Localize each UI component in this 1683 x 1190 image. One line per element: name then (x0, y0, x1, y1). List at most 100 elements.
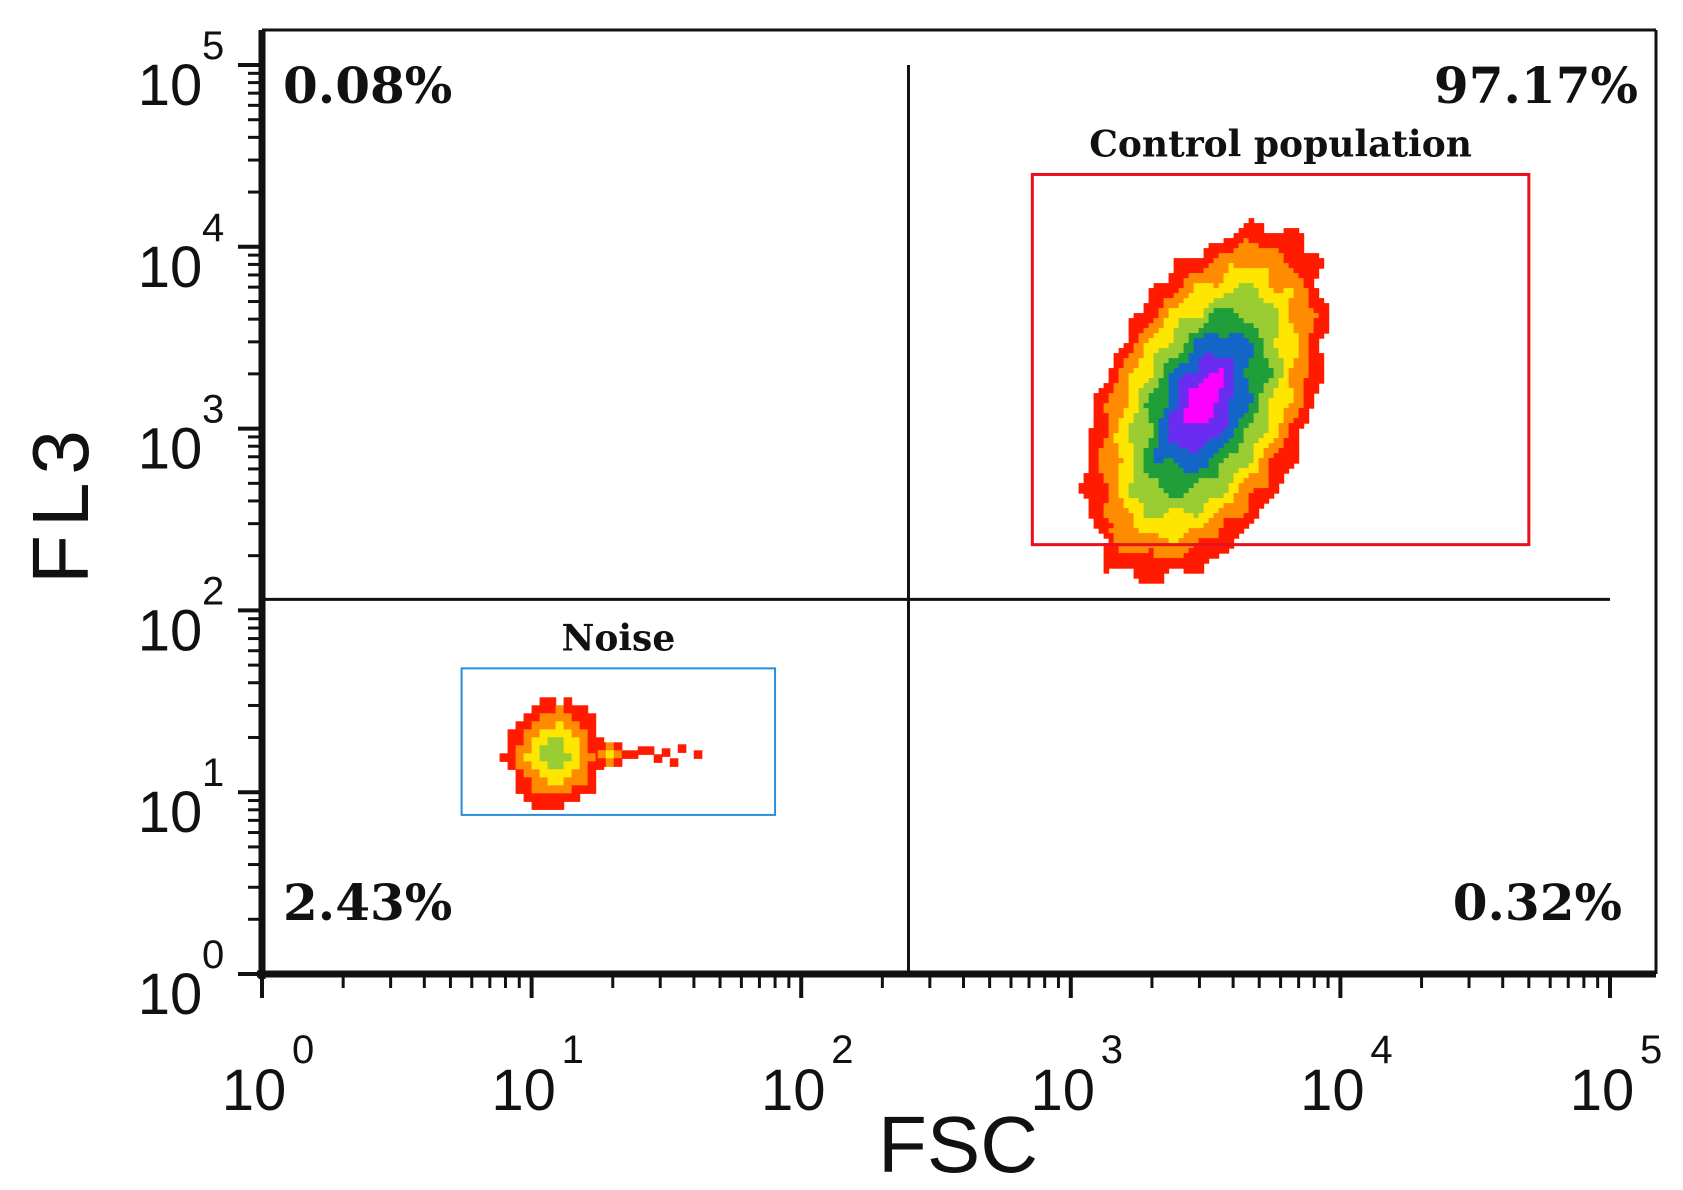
density-cell (1168, 358, 1175, 364)
density-cell (1168, 298, 1175, 304)
density-cell (1233, 418, 1240, 424)
density-cell (1153, 458, 1160, 464)
density-cell (1293, 308, 1300, 314)
density-cell (1183, 343, 1190, 349)
density-cell (1293, 423, 1300, 429)
density-cell (1218, 433, 1225, 439)
density-cell (1293, 363, 1300, 369)
density-cell (1318, 308, 1325, 314)
density-cell (1088, 483, 1095, 489)
density-cell (1123, 388, 1130, 394)
density-cell (1248, 438, 1255, 444)
density-cell (1188, 468, 1195, 474)
density-cell (1128, 358, 1135, 364)
density-cell (1103, 463, 1110, 469)
density-cell (1188, 353, 1195, 359)
density-cell (1243, 263, 1250, 269)
density-cell (1093, 443, 1100, 449)
density-cell (547, 737, 557, 746)
density-cell (1158, 508, 1165, 514)
density-cell (1258, 458, 1265, 464)
density-cell (1153, 528, 1160, 534)
density-cell (1278, 323, 1285, 329)
density-cell (1213, 338, 1220, 344)
density-cell (563, 713, 573, 722)
density-cell (1118, 523, 1125, 529)
density-cell (1173, 513, 1180, 519)
density-cell (1218, 458, 1225, 464)
density-cell (1278, 408, 1285, 414)
density-cell (1198, 533, 1205, 539)
density-cell (1138, 458, 1145, 464)
density-cell (1148, 313, 1155, 319)
density-cell (1273, 448, 1280, 454)
density-cell (1183, 318, 1190, 324)
density-cell (1248, 493, 1255, 499)
density-cell (1163, 513, 1170, 519)
density-cell (1223, 418, 1230, 424)
density-cell (1283, 298, 1290, 304)
density-cell (1158, 433, 1165, 439)
density-cell (587, 721, 597, 730)
density-cell (1178, 518, 1185, 524)
density-cell (1193, 353, 1200, 359)
density-cell (1183, 473, 1190, 479)
density-cell (1093, 473, 1100, 479)
density-cell (1113, 423, 1120, 429)
density-cell (1153, 383, 1160, 389)
quadrant-percent-bottom-right: 0.32% (1453, 873, 1622, 932)
density-cell (1188, 563, 1195, 569)
density-cell (1238, 248, 1245, 254)
density-cell (1293, 388, 1300, 394)
density-cell (1178, 398, 1185, 404)
density-cell (1178, 373, 1185, 379)
density-cell (1253, 453, 1260, 459)
density-cell (1248, 288, 1255, 294)
density-cell (1188, 278, 1195, 284)
density-cell (1273, 268, 1280, 274)
density-cell (1258, 338, 1265, 344)
density-cell (1118, 503, 1125, 509)
gate-noise (460, 667, 777, 816)
density-cell (1098, 423, 1105, 429)
density-cell (1148, 368, 1155, 374)
density-cell (1248, 433, 1255, 439)
density-cell (1103, 398, 1110, 404)
density-cell (1163, 468, 1170, 474)
density-cell (1203, 538, 1210, 544)
density-cell (1258, 443, 1265, 449)
density-cell (1173, 488, 1180, 494)
density-cell (1268, 238, 1275, 244)
density-cell (1203, 368, 1210, 374)
density-cell (1228, 338, 1235, 344)
density-cell (1183, 358, 1190, 364)
quadrant-percent-top-left: 0.08% (283, 56, 452, 115)
density-cell (1208, 548, 1215, 554)
density-cell (1163, 553, 1170, 559)
density-cell (1198, 508, 1205, 514)
density-cell (1118, 443, 1125, 449)
density-cell (1243, 383, 1250, 389)
density-cell (1218, 363, 1225, 369)
density-cell (1323, 323, 1330, 329)
density-cell (1273, 313, 1280, 319)
density-cell (1318, 313, 1325, 319)
density-cell (1243, 518, 1250, 524)
density-cell (1273, 373, 1280, 379)
density-cell (1203, 283, 1210, 289)
density-cell (1283, 328, 1290, 334)
density-cell (1203, 478, 1210, 484)
density-cell (1203, 323, 1210, 329)
density-cell (1138, 568, 1145, 574)
density-cell (1168, 348, 1175, 354)
density-cell (539, 753, 549, 762)
density-cell (1288, 248, 1295, 254)
density-cell (1148, 423, 1155, 429)
density-cell (1298, 343, 1305, 349)
density-cell (1253, 228, 1260, 234)
x-tick-exponent: 5 (1640, 1028, 1662, 1072)
density-cell (1128, 368, 1135, 374)
density-cell (1153, 333, 1160, 339)
density-cell (1193, 503, 1200, 509)
density-cell (1193, 493, 1200, 499)
